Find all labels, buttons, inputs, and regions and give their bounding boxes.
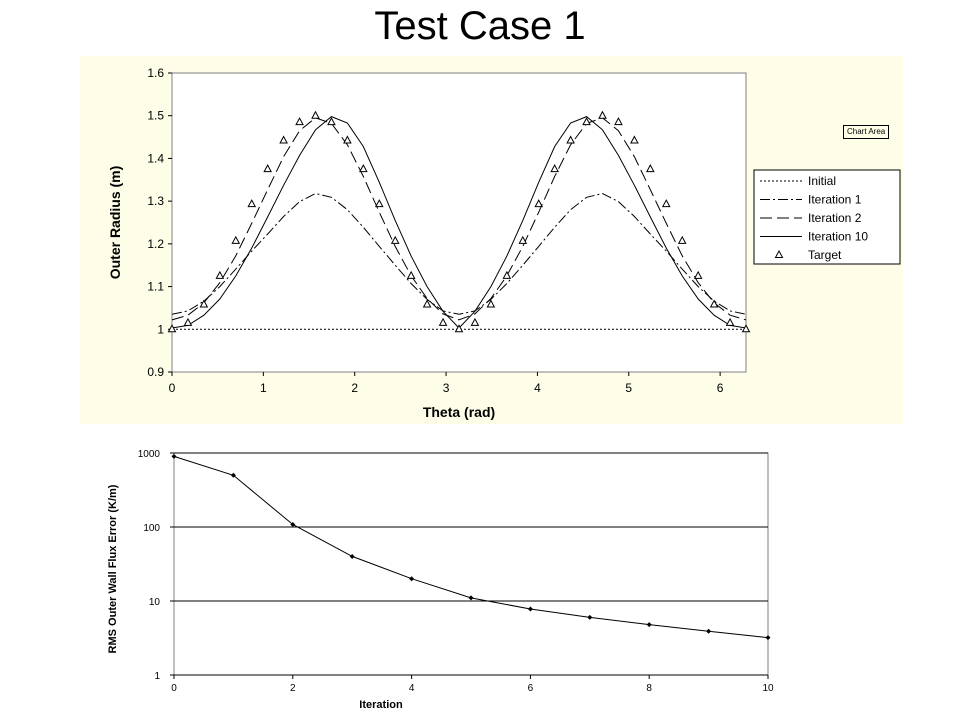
target-point bbox=[645, 164, 655, 173]
target-point bbox=[486, 299, 496, 308]
data-point bbox=[409, 576, 415, 582]
y-axis-title: RMS Outer Wall Flux Error (K/m) bbox=[107, 484, 119, 653]
data-point bbox=[171, 453, 177, 459]
data-point bbox=[765, 635, 771, 641]
data-point bbox=[646, 622, 652, 628]
y-tick-label: 1 bbox=[154, 671, 160, 682]
target-point bbox=[247, 199, 257, 208]
y-axis-title: Outer Radius (m) bbox=[107, 166, 123, 280]
plot-area bbox=[171, 72, 747, 373]
target-point bbox=[661, 199, 671, 208]
plot-area bbox=[173, 452, 769, 676]
target-point bbox=[582, 117, 591, 126]
target-point bbox=[295, 117, 304, 126]
chart-area-top[interactable]: 0.9 1 1.1 1.2 1.3 1.4 1.5 1.6 0 1 2 3 4 5 6 Theta (rad)… bbox=[80, 56, 903, 424]
chart-area-bottom[interactable]: 1 10 100 1000 0 2 4 6 8 10 Iteration RMS Outer Wall… bbox=[88, 437, 788, 716]
data-point bbox=[587, 614, 593, 620]
y-tick-label: 1000 bbox=[138, 449, 161, 460]
legend-label: Iteration 1 bbox=[808, 193, 862, 207]
y-tick-label: 1 bbox=[157, 322, 164, 336]
target-point bbox=[279, 135, 288, 144]
target-point bbox=[183, 317, 193, 326]
x-tick-label: 6 bbox=[717, 381, 724, 395]
x-tick-label: 5 bbox=[625, 381, 632, 395]
legend-marker bbox=[774, 249, 784, 258]
target-point bbox=[470, 317, 480, 326]
target-point bbox=[358, 164, 368, 173]
data-point bbox=[468, 595, 474, 601]
data-point bbox=[349, 553, 355, 559]
x-tick-label: 0 bbox=[171, 683, 177, 694]
target-point bbox=[725, 317, 735, 326]
data-point bbox=[706, 628, 712, 634]
radius-chart: 0.9 1 1.1 1.2 1.3 1.4 1.5 1.6 0 1 2 3 4 5 6 Theta (rad)… bbox=[107, 66, 901, 420]
x-tick-label: 4 bbox=[409, 683, 415, 694]
x-tick-label: 2 bbox=[290, 683, 296, 694]
y-tick-label: 1.4 bbox=[147, 151, 164, 165]
target-point bbox=[693, 270, 703, 279]
legend-label: Iteration 10 bbox=[808, 230, 868, 244]
target-point bbox=[311, 110, 320, 119]
data-point bbox=[290, 522, 296, 528]
legend-label: Initial bbox=[808, 174, 836, 188]
legend-label: Target bbox=[808, 248, 842, 262]
y-tick-label: 1.6 bbox=[147, 66, 164, 80]
x-axis-title: Theta (rad) bbox=[423, 404, 495, 420]
x-axis-title: Iteration bbox=[359, 699, 403, 711]
target-point bbox=[454, 324, 464, 333]
target-point bbox=[438, 317, 448, 326]
target-point bbox=[741, 324, 751, 333]
target-point bbox=[422, 299, 432, 308]
series-line bbox=[171, 117, 747, 321]
x-tick-label: 10 bbox=[762, 683, 774, 694]
legend-label: Iteration 2 bbox=[808, 211, 862, 225]
target-point bbox=[327, 117, 336, 126]
target-point bbox=[231, 235, 241, 244]
y-tick-label: 1.2 bbox=[147, 237, 164, 251]
legend-box bbox=[753, 169, 901, 265]
target-point bbox=[215, 270, 225, 279]
y-tick-label: 10 bbox=[149, 597, 161, 608]
chart-area-tooltip: Chart Area bbox=[843, 125, 890, 139]
target-point bbox=[167, 324, 177, 333]
y-tick-label: 1.1 bbox=[147, 280, 164, 294]
target-point bbox=[709, 299, 719, 308]
target-point bbox=[502, 270, 512, 279]
x-tick-label: 6 bbox=[528, 683, 534, 694]
x-tick-label: 4 bbox=[534, 381, 541, 395]
series-line bbox=[171, 192, 747, 315]
target-point bbox=[550, 164, 560, 173]
target-point bbox=[534, 199, 544, 208]
target-point bbox=[630, 135, 639, 144]
target-point bbox=[598, 110, 607, 119]
target-point bbox=[677, 235, 687, 244]
target-point bbox=[566, 135, 575, 144]
error-chart: 1 10 100 1000 0 2 4 6 8 10 Iteration RMS Outer Wall… bbox=[107, 449, 774, 711]
y-tick-label: 1.5 bbox=[147, 109, 164, 123]
y-tick-label: 1.3 bbox=[147, 194, 164, 208]
y-tick-label: 100 bbox=[143, 523, 160, 534]
x-tick-label: 8 bbox=[646, 683, 652, 694]
x-tick-label: 2 bbox=[351, 381, 358, 395]
x-tick-label: 1 bbox=[260, 381, 267, 395]
y-tick-label: 0.9 bbox=[147, 365, 164, 379]
target-point bbox=[406, 270, 416, 279]
target-point bbox=[614, 117, 623, 126]
data-point bbox=[527, 606, 533, 612]
target-point bbox=[374, 199, 384, 208]
target-point bbox=[343, 135, 352, 144]
target-point bbox=[263, 164, 273, 173]
x-tick-label: 0 bbox=[169, 381, 176, 395]
target-point bbox=[390, 235, 400, 244]
target-point bbox=[518, 235, 528, 244]
slide-title: Test Case 1 bbox=[374, 4, 586, 48]
target-point bbox=[199, 299, 209, 308]
x-tick-label: 3 bbox=[443, 381, 450, 395]
data-point bbox=[230, 472, 236, 478]
